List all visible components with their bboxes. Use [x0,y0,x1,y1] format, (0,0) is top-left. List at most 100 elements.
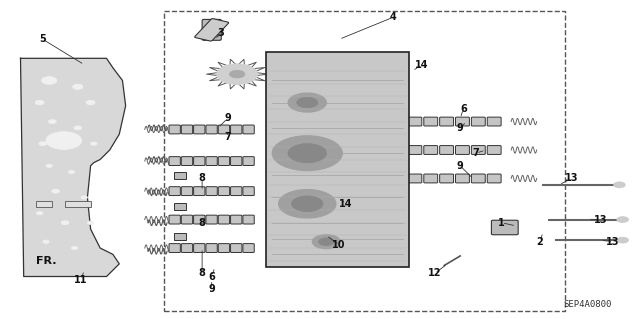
Text: 10: 10 [332,240,346,250]
FancyBboxPatch shape [206,187,218,196]
Circle shape [61,221,69,225]
Bar [174,173,186,179]
FancyBboxPatch shape [169,244,180,252]
FancyBboxPatch shape [194,157,205,166]
Text: 8: 8 [198,268,205,278]
Circle shape [614,182,625,188]
FancyBboxPatch shape [472,117,485,126]
Text: 6: 6 [208,271,215,281]
FancyBboxPatch shape [218,125,230,134]
Circle shape [319,238,334,246]
FancyBboxPatch shape [195,19,228,41]
FancyBboxPatch shape [181,125,193,134]
Text: 12: 12 [428,268,442,278]
Text: 9: 9 [457,123,463,133]
FancyBboxPatch shape [440,117,454,126]
Text: 9: 9 [457,161,463,171]
Circle shape [46,132,82,149]
Circle shape [617,217,628,222]
Circle shape [72,247,78,250]
FancyBboxPatch shape [408,145,422,154]
Circle shape [86,100,95,105]
Text: 5: 5 [40,34,46,44]
FancyBboxPatch shape [472,174,485,183]
Text: 3: 3 [218,28,225,38]
Circle shape [42,77,57,84]
FancyBboxPatch shape [472,145,485,154]
FancyBboxPatch shape [169,157,180,166]
FancyBboxPatch shape [487,145,501,154]
FancyBboxPatch shape [243,157,254,166]
Circle shape [43,240,49,243]
Circle shape [288,144,326,163]
Circle shape [288,93,326,112]
FancyBboxPatch shape [218,244,230,252]
Circle shape [88,221,94,224]
Text: 14: 14 [339,199,352,209]
Text: 6: 6 [460,104,467,114]
Circle shape [49,120,56,123]
Circle shape [297,97,318,108]
Circle shape [217,64,257,84]
FancyBboxPatch shape [243,215,254,224]
FancyBboxPatch shape [243,187,254,196]
FancyBboxPatch shape [243,125,254,134]
Text: 8: 8 [198,218,205,228]
Circle shape [617,237,628,243]
FancyBboxPatch shape [230,215,242,224]
FancyBboxPatch shape [194,187,205,196]
FancyBboxPatch shape [487,174,501,183]
Text: 8: 8 [198,174,205,183]
Circle shape [46,164,52,167]
FancyBboxPatch shape [181,187,193,196]
FancyBboxPatch shape [424,145,438,154]
FancyBboxPatch shape [181,157,193,166]
Circle shape [36,212,43,215]
Text: 11: 11 [74,275,88,285]
FancyBboxPatch shape [440,174,454,183]
FancyBboxPatch shape [487,117,501,126]
FancyBboxPatch shape [194,244,205,252]
FancyBboxPatch shape [202,19,221,40]
FancyBboxPatch shape [408,174,422,183]
FancyBboxPatch shape [206,215,218,224]
Circle shape [91,142,97,145]
FancyBboxPatch shape [169,187,180,196]
Text: 13: 13 [565,174,579,183]
FancyBboxPatch shape [456,145,469,154]
Circle shape [74,126,82,130]
FancyBboxPatch shape [424,117,438,126]
Circle shape [291,196,323,211]
FancyBboxPatch shape [169,215,180,224]
Text: 7: 7 [473,148,479,158]
FancyBboxPatch shape [243,244,254,252]
FancyBboxPatch shape [456,117,469,126]
Text: 9: 9 [208,284,215,294]
FancyBboxPatch shape [181,215,193,224]
Circle shape [68,171,75,174]
Text: SEP4A0800: SEP4A0800 [563,300,612,309]
Circle shape [73,84,83,89]
FancyBboxPatch shape [181,244,193,252]
FancyBboxPatch shape [266,52,409,267]
Text: 1: 1 [498,218,505,228]
FancyBboxPatch shape [492,220,518,235]
FancyBboxPatch shape [440,145,454,154]
Polygon shape [20,58,125,277]
Text: 13: 13 [606,237,620,247]
FancyBboxPatch shape [218,157,230,166]
Bar [174,204,186,211]
Text: 2: 2 [536,237,543,247]
FancyBboxPatch shape [230,125,242,134]
FancyBboxPatch shape [456,174,469,183]
FancyBboxPatch shape [230,187,242,196]
Bar [36,201,52,207]
FancyBboxPatch shape [230,244,242,252]
Circle shape [230,70,245,78]
FancyBboxPatch shape [206,157,218,166]
FancyBboxPatch shape [218,187,230,196]
FancyBboxPatch shape [424,174,438,183]
FancyBboxPatch shape [218,215,230,224]
FancyBboxPatch shape [230,157,242,166]
FancyBboxPatch shape [206,244,218,252]
